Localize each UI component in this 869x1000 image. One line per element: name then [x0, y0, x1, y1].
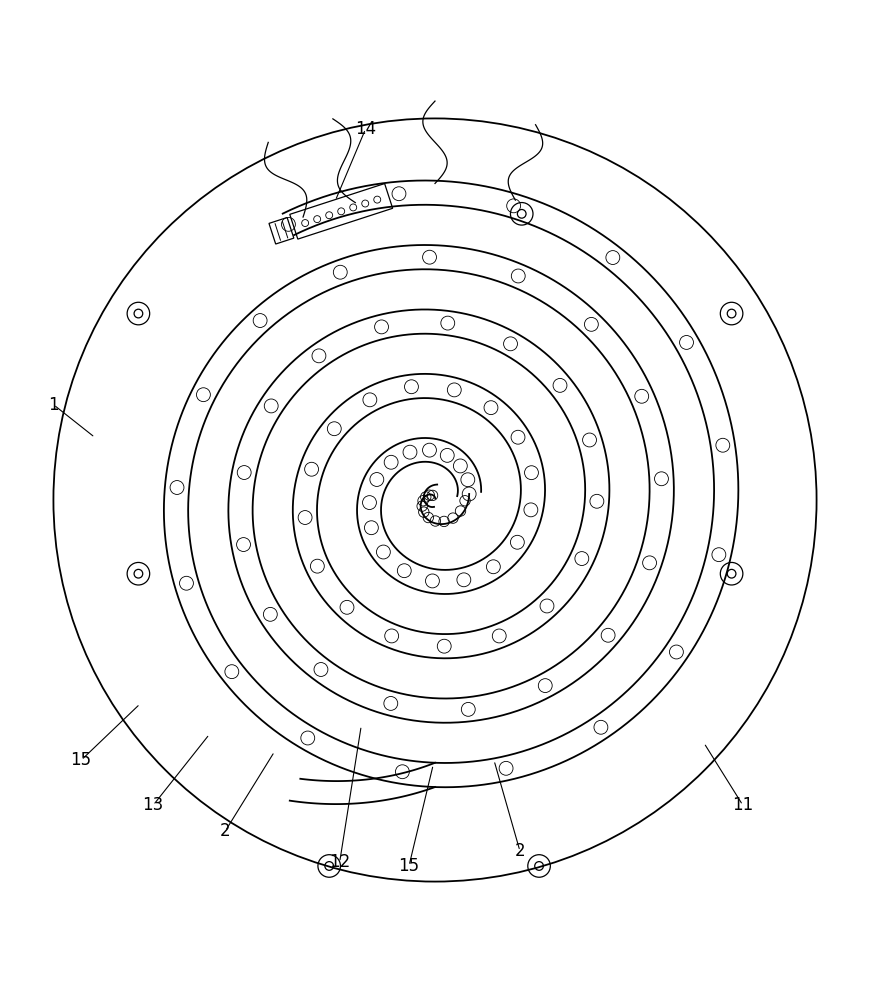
- Text: 2: 2: [220, 822, 230, 840]
- Text: 15: 15: [398, 857, 419, 875]
- Text: 13: 13: [143, 796, 163, 814]
- Text: 14: 14: [355, 120, 375, 138]
- Text: 1: 1: [48, 396, 59, 414]
- Text: 12: 12: [328, 853, 350, 871]
- Text: 15: 15: [70, 751, 91, 769]
- Text: 11: 11: [732, 796, 753, 814]
- Text: 2: 2: [514, 842, 525, 860]
